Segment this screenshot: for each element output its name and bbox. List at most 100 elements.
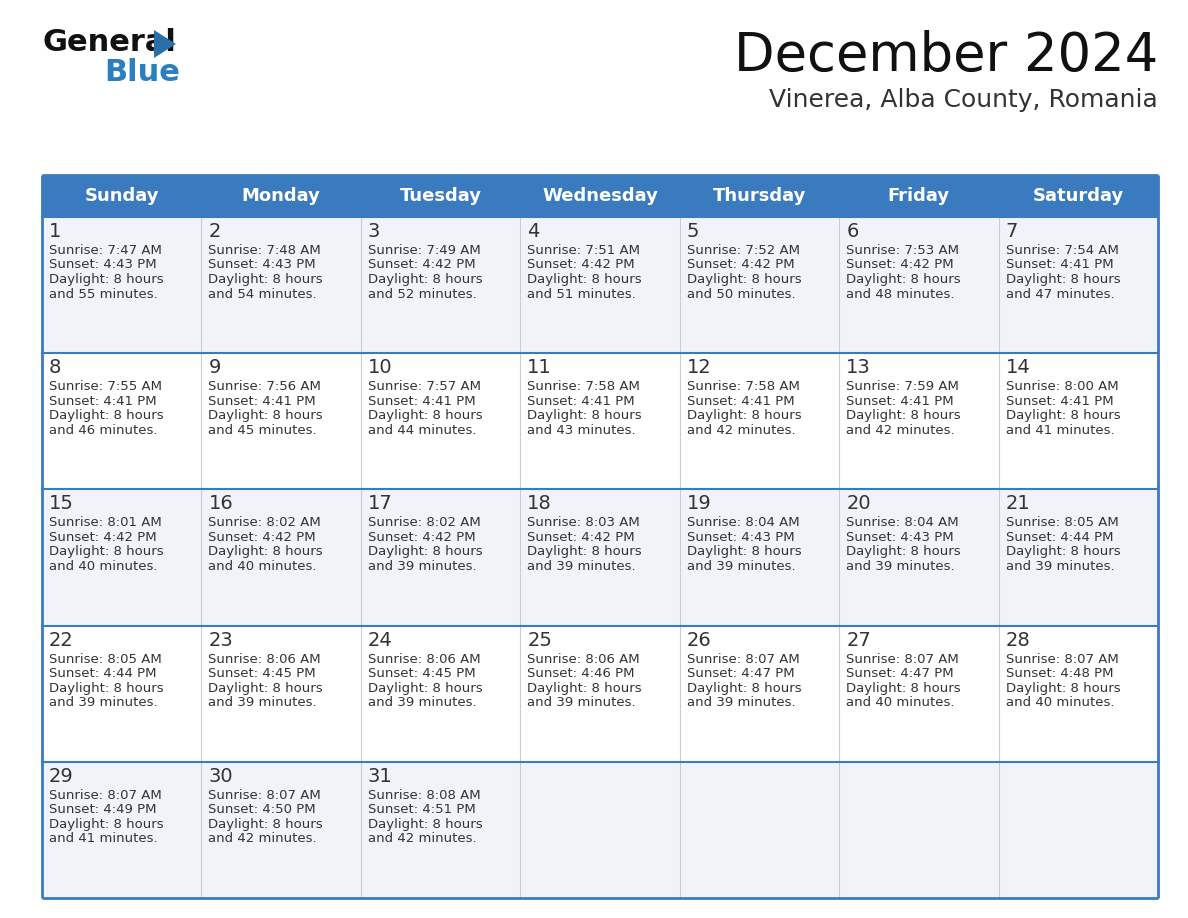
Text: 11: 11 [527, 358, 552, 377]
Text: Daylight: 8 hours: Daylight: 8 hours [49, 273, 164, 286]
Text: Daylight: 8 hours: Daylight: 8 hours [49, 681, 164, 695]
Text: Sunset: 4:41 PM: Sunset: 4:41 PM [208, 395, 316, 408]
Text: 21: 21 [1005, 495, 1030, 513]
Text: Sunrise: 8:04 AM: Sunrise: 8:04 AM [846, 517, 959, 530]
Text: Sunrise: 8:03 AM: Sunrise: 8:03 AM [527, 517, 640, 530]
Text: Sunrise: 7:55 AM: Sunrise: 7:55 AM [49, 380, 162, 393]
Text: Sunset: 4:43 PM: Sunset: 4:43 PM [687, 531, 795, 543]
Text: 28: 28 [1005, 631, 1030, 650]
Text: Sunset: 4:42 PM: Sunset: 4:42 PM [49, 531, 157, 543]
Text: 17: 17 [368, 495, 392, 513]
Text: Sunset: 4:42 PM: Sunset: 4:42 PM [208, 531, 316, 543]
Text: Sunday: Sunday [84, 187, 159, 205]
Polygon shape [154, 30, 176, 58]
Text: Blue: Blue [105, 58, 179, 87]
Text: Daylight: 8 hours: Daylight: 8 hours [49, 818, 164, 831]
Text: and 55 minutes.: and 55 minutes. [49, 287, 158, 300]
Text: Sunset: 4:51 PM: Sunset: 4:51 PM [368, 803, 475, 816]
Text: and 42 minutes.: and 42 minutes. [368, 833, 476, 845]
Text: and 51 minutes.: and 51 minutes. [527, 287, 636, 300]
Text: Saturday: Saturday [1032, 187, 1124, 205]
Text: Tuesday: Tuesday [399, 187, 481, 205]
Text: 3: 3 [368, 222, 380, 241]
Text: Daylight: 8 hours: Daylight: 8 hours [368, 273, 482, 286]
Text: Daylight: 8 hours: Daylight: 8 hours [368, 818, 482, 831]
Text: Sunrise: 8:07 AM: Sunrise: 8:07 AM [1005, 653, 1118, 666]
Text: Sunrise: 8:05 AM: Sunrise: 8:05 AM [1005, 517, 1118, 530]
Text: Sunset: 4:42 PM: Sunset: 4:42 PM [846, 259, 954, 272]
Text: Sunrise: 8:02 AM: Sunrise: 8:02 AM [368, 517, 481, 530]
Text: Sunrise: 8:06 AM: Sunrise: 8:06 AM [527, 653, 640, 666]
Text: Thursday: Thursday [713, 187, 807, 205]
Text: Daylight: 8 hours: Daylight: 8 hours [208, 818, 323, 831]
Text: and 46 minutes.: and 46 minutes. [49, 424, 158, 437]
Text: Sunrise: 8:05 AM: Sunrise: 8:05 AM [49, 653, 162, 666]
Text: Friday: Friday [887, 187, 950, 205]
Text: Sunset: 4:44 PM: Sunset: 4:44 PM [49, 667, 157, 680]
Text: Sunrise: 7:54 AM: Sunrise: 7:54 AM [1005, 244, 1118, 257]
Text: Daylight: 8 hours: Daylight: 8 hours [527, 681, 642, 695]
Text: Sunrise: 8:06 AM: Sunrise: 8:06 AM [368, 653, 480, 666]
Text: Sunset: 4:43 PM: Sunset: 4:43 PM [208, 259, 316, 272]
Text: and 39 minutes.: and 39 minutes. [368, 696, 476, 709]
Text: Sunrise: 7:58 AM: Sunrise: 7:58 AM [687, 380, 800, 393]
Text: Daylight: 8 hours: Daylight: 8 hours [368, 681, 482, 695]
Text: and 40 minutes.: and 40 minutes. [208, 560, 317, 573]
Text: Daylight: 8 hours: Daylight: 8 hours [687, 681, 802, 695]
Text: 20: 20 [846, 495, 871, 513]
Text: Daylight: 8 hours: Daylight: 8 hours [687, 545, 802, 558]
Text: Sunrise: 7:49 AM: Sunrise: 7:49 AM [368, 244, 481, 257]
Text: Wednesday: Wednesday [542, 187, 658, 205]
Text: Sunrise: 8:06 AM: Sunrise: 8:06 AM [208, 653, 321, 666]
Text: and 45 minutes.: and 45 minutes. [208, 424, 317, 437]
Text: Sunset: 4:41 PM: Sunset: 4:41 PM [49, 395, 157, 408]
Text: Daylight: 8 hours: Daylight: 8 hours [1005, 681, 1120, 695]
Text: 9: 9 [208, 358, 221, 377]
Text: Sunset: 4:42 PM: Sunset: 4:42 PM [527, 259, 634, 272]
Text: 16: 16 [208, 495, 233, 513]
Text: Daylight: 8 hours: Daylight: 8 hours [208, 409, 323, 422]
Text: Monday: Monday [241, 187, 321, 205]
Text: and 41 minutes.: and 41 minutes. [1005, 424, 1114, 437]
Text: and 39 minutes.: and 39 minutes. [846, 560, 955, 573]
Bar [42, 175, 1158, 217]
Text: Vinerea, Alba County, Romania: Vinerea, Alba County, Romania [770, 88, 1158, 112]
Text: Sunset: 4:42 PM: Sunset: 4:42 PM [368, 259, 475, 272]
Text: 31: 31 [368, 767, 392, 786]
Text: 15: 15 [49, 495, 74, 513]
Bar [42, 762, 1158, 898]
Text: Sunrise: 7:59 AM: Sunrise: 7:59 AM [846, 380, 959, 393]
Text: Sunrise: 8:04 AM: Sunrise: 8:04 AM [687, 517, 800, 530]
Text: 19: 19 [687, 495, 712, 513]
Text: Daylight: 8 hours: Daylight: 8 hours [687, 409, 802, 422]
Text: Daylight: 8 hours: Daylight: 8 hours [368, 545, 482, 558]
Text: Sunset: 4:41 PM: Sunset: 4:41 PM [687, 395, 795, 408]
Text: Sunrise: 8:07 AM: Sunrise: 8:07 AM [687, 653, 800, 666]
Text: 22: 22 [49, 631, 74, 650]
Text: and 41 minutes.: and 41 minutes. [49, 833, 158, 845]
Text: 18: 18 [527, 495, 552, 513]
Text: Daylight: 8 hours: Daylight: 8 hours [846, 545, 961, 558]
Text: and 48 minutes.: and 48 minutes. [846, 287, 955, 300]
Text: Sunset: 4:41 PM: Sunset: 4:41 PM [527, 395, 634, 408]
Text: and 42 minutes.: and 42 minutes. [846, 424, 955, 437]
Text: Daylight: 8 hours: Daylight: 8 hours [527, 545, 642, 558]
Text: Sunset: 4:47 PM: Sunset: 4:47 PM [846, 667, 954, 680]
Text: Sunset: 4:41 PM: Sunset: 4:41 PM [1005, 259, 1113, 272]
Text: Sunrise: 8:07 AM: Sunrise: 8:07 AM [49, 789, 162, 801]
Text: 6: 6 [846, 222, 859, 241]
Text: 24: 24 [368, 631, 392, 650]
Text: Daylight: 8 hours: Daylight: 8 hours [368, 409, 482, 422]
Text: Daylight: 8 hours: Daylight: 8 hours [687, 273, 802, 286]
Text: Daylight: 8 hours: Daylight: 8 hours [49, 409, 164, 422]
Text: and 40 minutes.: and 40 minutes. [846, 696, 955, 709]
Text: Sunrise: 7:47 AM: Sunrise: 7:47 AM [49, 244, 162, 257]
Text: 1: 1 [49, 222, 62, 241]
Text: Sunrise: 7:52 AM: Sunrise: 7:52 AM [687, 244, 800, 257]
Text: and 40 minutes.: and 40 minutes. [1005, 696, 1114, 709]
Text: Sunrise: 7:53 AM: Sunrise: 7:53 AM [846, 244, 959, 257]
Text: 29: 29 [49, 767, 74, 786]
Text: Sunrise: 8:07 AM: Sunrise: 8:07 AM [846, 653, 959, 666]
Text: Sunset: 4:41 PM: Sunset: 4:41 PM [846, 395, 954, 408]
Text: Sunset: 4:46 PM: Sunset: 4:46 PM [527, 667, 634, 680]
